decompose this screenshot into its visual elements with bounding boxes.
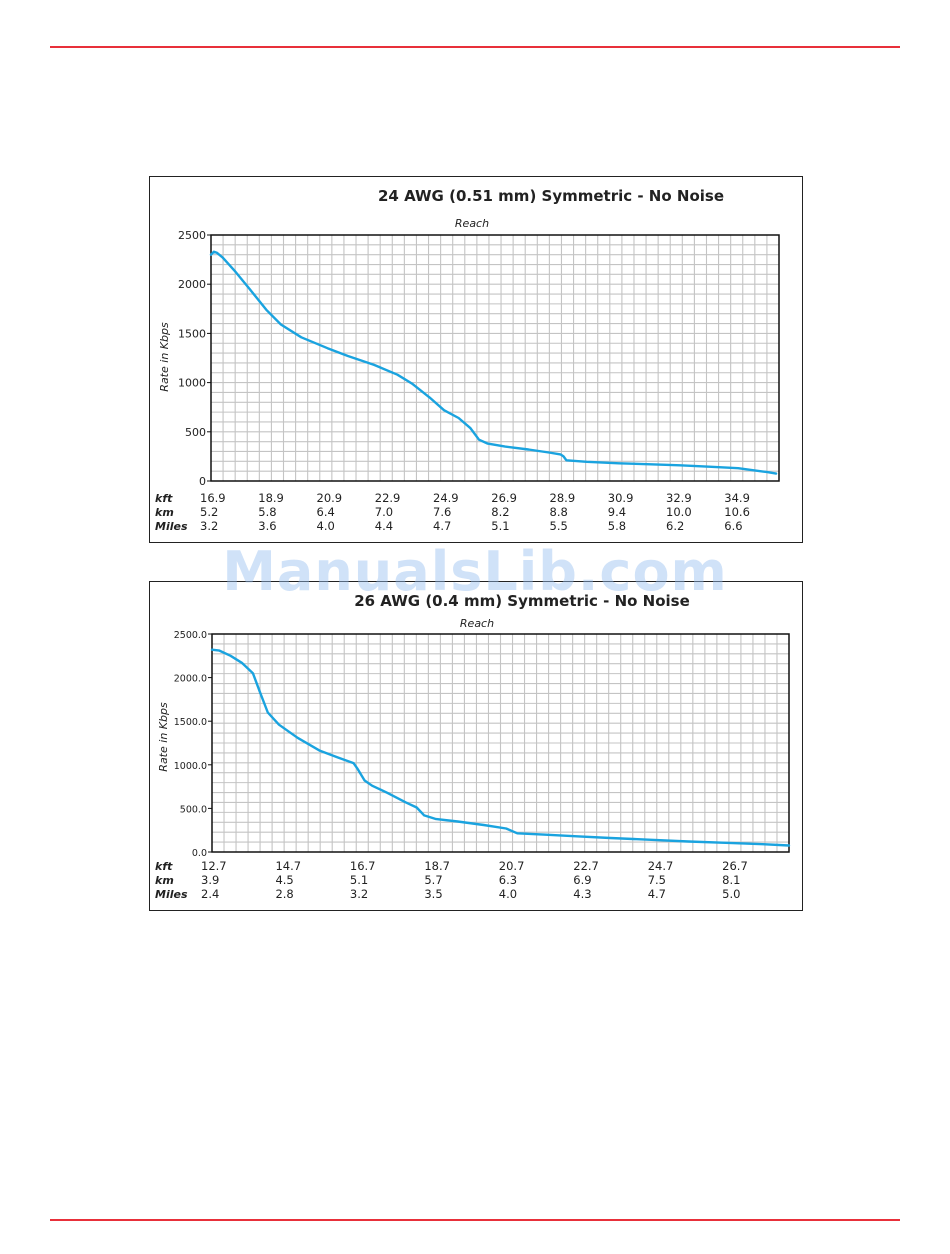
x-tick-label-kft: 18.7 bbox=[424, 859, 450, 873]
x-tick-label-km: 7.5 bbox=[648, 873, 666, 887]
x-tick-label-kft: 22.7 bbox=[573, 859, 599, 873]
x-tick-label-km: 6.9 bbox=[573, 873, 591, 887]
x-tick-label-kft: 18.9 bbox=[258, 491, 284, 505]
x-tick-label-kft: 16.7 bbox=[350, 859, 376, 873]
bottom-rule bbox=[50, 1219, 900, 1221]
y-tick-label: 0.0 bbox=[192, 848, 207, 859]
x-tick-label-km: 6.4 bbox=[317, 505, 335, 519]
x-tick-label-km: 6.3 bbox=[499, 873, 517, 887]
x-tick-label-km: 5.2 bbox=[200, 505, 218, 519]
series-line bbox=[209, 250, 778, 475]
x-tick-label-miles: 5.5 bbox=[550, 519, 568, 533]
x-axis-label: Reach bbox=[460, 617, 494, 630]
x-tick-label-km: 9.4 bbox=[608, 505, 626, 519]
y-tick-label: 500.0 bbox=[180, 804, 207, 815]
x-tick-label-miles: 6.6 bbox=[724, 519, 742, 533]
x-tick-label-miles: 5.0 bbox=[722, 887, 740, 901]
chart-26awg-svg: 26 AWG (0.4 mm) Symmetric - No Noise Rea… bbox=[155, 592, 791, 901]
chart-26awg: 26 AWG (0.4 mm) Symmetric - No Noise Rea… bbox=[149, 581, 803, 911]
x-tick-label-kft: 24.9 bbox=[433, 491, 459, 505]
x-tick-label-kft: 30.9 bbox=[608, 491, 634, 505]
x-tick-label-km: 8.8 bbox=[550, 505, 568, 519]
y-axis-label: Rate in Kbps bbox=[157, 702, 170, 772]
x-tick-label-miles: 3.5 bbox=[424, 887, 442, 901]
x-tick-label-km: 5.7 bbox=[424, 873, 442, 887]
y-tick-label: 2500 bbox=[178, 229, 206, 242]
y-tick-label: 1500 bbox=[178, 327, 206, 340]
x-tick-label-kft: 14.7 bbox=[275, 859, 301, 873]
x-tick-label-miles: 3.2 bbox=[350, 887, 368, 901]
x-tick-label-miles: 4.4 bbox=[375, 519, 393, 533]
x-tick-label-km: 7.6 bbox=[433, 505, 451, 519]
plot-frame bbox=[210, 234, 780, 482]
x-tick-label-km: 7.0 bbox=[375, 505, 393, 519]
grid bbox=[212, 634, 789, 852]
x-tick-label-km: 5.1 bbox=[350, 873, 368, 887]
row-label-miles: Miles bbox=[155, 520, 188, 533]
x-tick-label-miles: 6.2 bbox=[666, 519, 684, 533]
x-tick-label-miles: 4.0 bbox=[317, 519, 335, 533]
grid bbox=[211, 235, 779, 481]
y-tick-label: 0 bbox=[199, 475, 206, 488]
x-tick-label-kft: 34.9 bbox=[724, 491, 750, 505]
chart-24awg: 24 AWG (0.51 mm) Symmetric - No Noise Re… bbox=[149, 176, 803, 543]
x-tick-label-km: 8.2 bbox=[491, 505, 509, 519]
y-tick-label: 1000 bbox=[178, 377, 206, 390]
y-tick-label: 500 bbox=[185, 426, 206, 439]
row-label-km: km bbox=[155, 874, 174, 887]
row-label-km: km bbox=[155, 506, 174, 519]
chart-title: 24 AWG (0.51 mm) Symmetric - No Noise bbox=[378, 187, 724, 205]
x-tick-label-miles: 2.4 bbox=[201, 887, 219, 901]
x-tick-label-kft: 22.9 bbox=[375, 491, 401, 505]
x-tick-label-miles: 3.2 bbox=[200, 519, 218, 533]
y-tick-label: 2000 bbox=[178, 278, 206, 291]
x-tick-label-kft: 26.7 bbox=[722, 859, 748, 873]
x-tick-label-miles: 5.8 bbox=[608, 519, 626, 533]
x-tick-label-kft: 26.9 bbox=[491, 491, 517, 505]
x-axis-label: Reach bbox=[455, 217, 489, 230]
x-tick-label-miles: 2.8 bbox=[275, 887, 293, 901]
y-tick-label: 1000.0 bbox=[174, 761, 207, 772]
row-label-kft: kft bbox=[155, 860, 173, 873]
x-tick-label-km: 3.9 bbox=[201, 873, 219, 887]
x-tick-label-kft: 24.7 bbox=[648, 859, 674, 873]
x-tick-label-miles: 4.7 bbox=[648, 887, 666, 901]
x-tick-label-kft: 20.9 bbox=[317, 491, 343, 505]
x-tick-label-km: 10.0 bbox=[666, 505, 692, 519]
x-tick-label-km: 10.6 bbox=[724, 505, 750, 519]
chart-title: 26 AWG (0.4 mm) Symmetric - No Noise bbox=[354, 592, 690, 610]
x-tick-label-miles: 3.6 bbox=[258, 519, 276, 533]
x-tick-label-kft: 28.9 bbox=[550, 491, 576, 505]
x-tick-label-miles: 4.7 bbox=[433, 519, 451, 533]
plot-frame bbox=[211, 633, 790, 853]
top-rule bbox=[50, 46, 900, 48]
chart-24awg-svg: 24 AWG (0.51 mm) Symmetric - No Noise Re… bbox=[155, 187, 780, 533]
row-label-kft: kft bbox=[155, 492, 173, 505]
x-tick-label-kft: 16.9 bbox=[200, 491, 226, 505]
x-tick-label-km: 4.5 bbox=[275, 873, 293, 887]
x-tick-label-miles: 5.1 bbox=[491, 519, 509, 533]
x-tick-label-km: 8.1 bbox=[722, 873, 740, 887]
x-tick-label-kft: 20.7 bbox=[499, 859, 525, 873]
row-label-miles: Miles bbox=[155, 888, 188, 901]
x-tick-label-miles: 4.3 bbox=[573, 887, 591, 901]
y-axis-label: Rate in Kbps bbox=[158, 322, 171, 392]
series-line bbox=[210, 648, 791, 847]
y-tick-label: 2500.0 bbox=[174, 630, 207, 641]
x-tick-label-kft: 32.9 bbox=[666, 491, 692, 505]
y-tick-label: 1500.0 bbox=[174, 717, 207, 728]
x-tick-label-kft: 12.7 bbox=[201, 859, 227, 873]
x-tick-label-km: 5.8 bbox=[258, 505, 276, 519]
y-tick-label: 2000.0 bbox=[174, 674, 207, 685]
x-tick-label-miles: 4.0 bbox=[499, 887, 517, 901]
